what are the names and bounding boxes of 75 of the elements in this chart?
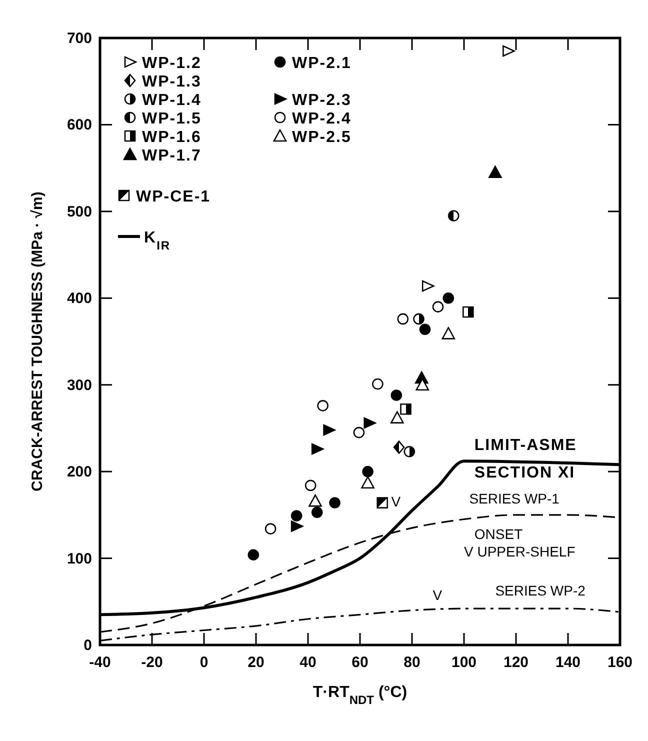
point <box>442 327 456 340</box>
point <box>390 411 404 424</box>
y-tick-label: 300 <box>66 376 92 394</box>
y-tick-label: 700 <box>66 30 92 47</box>
point <box>248 549 260 560</box>
legend-label: WP-1.3 <box>142 74 202 90</box>
legend-label: WP-1.5 <box>142 110 202 128</box>
point <box>404 446 416 458</box>
point <box>290 520 304 532</box>
point <box>416 378 430 391</box>
point <box>390 390 402 401</box>
y-tick-label: 200 <box>66 464 92 481</box>
annotation: SERIES WP-2 <box>495 582 586 599</box>
y-tick-label: 400 <box>66 290 92 308</box>
x-tick-label: 120 <box>503 654 529 671</box>
y-tick-label: 600 <box>66 116 92 134</box>
y-tick-label: 0 <box>84 637 92 654</box>
legend-label: WP-2.4 <box>292 110 352 128</box>
legend-label: WP-1.2 <box>142 55 202 72</box>
legend-label: WP-1.7 <box>142 148 202 164</box>
annotation: LIMIT-ASME <box>474 436 577 454</box>
point <box>308 494 322 507</box>
legend-label: WP-2.3 <box>292 92 352 109</box>
legend-label: K$_{IR}$ <box>144 230 171 252</box>
point <box>448 210 460 222</box>
y-tick-label: 100 <box>66 550 92 568</box>
x-tick-label: 100 <box>451 654 477 671</box>
point <box>376 497 388 508</box>
x-tick-label: 140 <box>555 654 581 671</box>
point <box>311 506 323 518</box>
annotation: ONSET <box>474 526 524 542</box>
x-tick-label: 160 <box>607 654 633 671</box>
x-tick-label: -40 <box>89 654 111 671</box>
x-tick-label: -20 <box>141 654 163 671</box>
point <box>329 497 340 508</box>
x-tick-label: 80 <box>404 654 420 671</box>
point <box>290 510 302 522</box>
y-axis-title: CRACK-ARREST TOUGHNESS (MPa · √m) <box>29 192 46 492</box>
annotation: V <box>391 493 402 510</box>
point <box>462 306 474 318</box>
x-tick-label: 20 <box>248 654 264 671</box>
legend-label: WP-2.5 <box>292 129 352 146</box>
point <box>397 313 409 325</box>
point <box>353 426 365 438</box>
point <box>311 443 324 455</box>
annotation: SERIES WP-1 <box>469 490 560 507</box>
point <box>393 440 405 454</box>
legend-label: WP-CE-1 <box>136 188 211 206</box>
point <box>264 523 276 534</box>
point <box>372 378 384 390</box>
annotation: SECTION XI <box>474 464 576 482</box>
x-tick-label: 0 <box>200 654 208 671</box>
point <box>362 466 374 478</box>
y-tick-label: 500 <box>66 203 92 220</box>
point <box>364 417 376 429</box>
annotation: V <box>432 586 443 603</box>
point <box>502 45 515 57</box>
point <box>442 292 454 304</box>
point <box>400 403 412 415</box>
point <box>304 480 316 492</box>
legend-label: WP-1.4 <box>142 92 202 109</box>
x-tick-label: 60 <box>352 654 368 671</box>
point <box>422 280 434 292</box>
point <box>323 424 336 436</box>
point <box>432 301 444 312</box>
point <box>413 313 424 325</box>
annotation: V UPPER-SHELF <box>464 544 576 560</box>
point <box>419 324 431 336</box>
point <box>317 400 328 412</box>
point <box>488 166 502 178</box>
x-axis-title: T·RT$_{NDT}$ (°C) <box>312 684 408 707</box>
legend-label: WP-1.6 <box>142 129 202 146</box>
x-tick-label: 40 <box>300 654 316 671</box>
legend-label: WP-2.1 <box>292 55 352 72</box>
point <box>361 476 374 488</box>
